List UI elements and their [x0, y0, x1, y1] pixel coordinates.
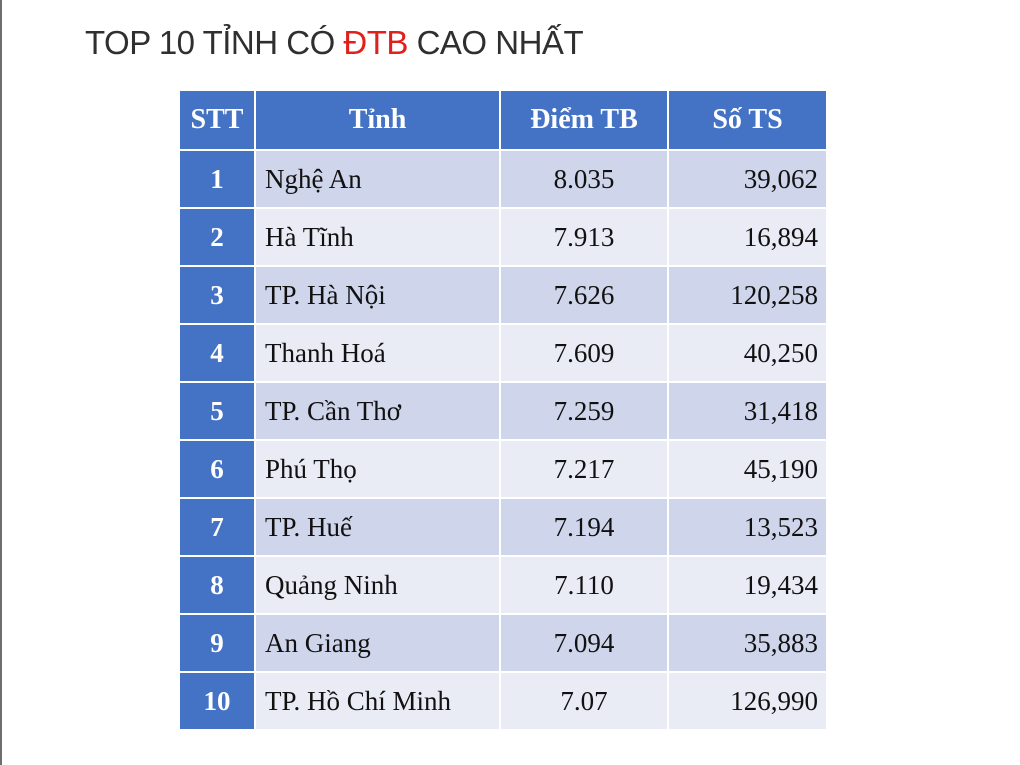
- cell-diem-tb: 7.194: [499, 497, 669, 557]
- table-row: 4 Thanh Hoá 7.609 40,250: [178, 323, 828, 383]
- table-row: 6 Phú Thọ 7.217 45,190: [178, 439, 828, 499]
- table-row: 3 TP. Hà Nội 7.626 120,258: [178, 265, 828, 325]
- cell-so-ts: 39,062: [667, 149, 828, 209]
- cell-tinh: Quảng Ninh: [254, 555, 501, 615]
- table-row: 1 Nghệ An 8.035 39,062: [178, 149, 828, 209]
- header-diem-tb: Điểm TB: [499, 89, 669, 151]
- table-row: 8 Quảng Ninh 7.110 19,434: [178, 555, 828, 615]
- cell-diem-tb: 7.609: [499, 323, 669, 383]
- cell-tinh: TP. Cần Thơ: [254, 381, 501, 441]
- cell-so-ts: 126,990: [667, 671, 828, 731]
- cell-diem-tb: 8.035: [499, 149, 669, 209]
- cell-so-ts: 40,250: [667, 323, 828, 383]
- cell-stt: 7: [178, 497, 256, 557]
- table-row: 2 Hà Tĩnh 7.913 16,894: [178, 207, 828, 267]
- cell-stt: 9: [178, 613, 256, 673]
- cell-so-ts: 13,523: [667, 497, 828, 557]
- cell-stt: 8: [178, 555, 256, 615]
- table-row: 7 TP. Huế 7.194 13,523: [178, 497, 828, 557]
- header-tinh: Tỉnh: [254, 89, 501, 151]
- cell-so-ts: 35,883: [667, 613, 828, 673]
- cell-diem-tb: 7.626: [499, 265, 669, 325]
- cell-stt: 5: [178, 381, 256, 441]
- cell-so-ts: 120,258: [667, 265, 828, 325]
- ranking-table: STT Tỉnh Điểm TB Số TS 1 Nghệ An 8.035 3…: [178, 89, 828, 731]
- cell-tinh: Phú Thọ: [254, 439, 501, 499]
- cell-tinh: Hà Tĩnh: [254, 207, 501, 267]
- title-part-2: CAO NHẤT: [407, 24, 584, 61]
- cell-diem-tb: 7.094: [499, 613, 669, 673]
- cell-tinh: TP. Hồ Chí Minh: [254, 671, 501, 731]
- cell-tinh: Thanh Hoá: [254, 323, 501, 383]
- table-body: 1 Nghệ An 8.035 39,062 2 Hà Tĩnh 7.913 1…: [178, 149, 828, 731]
- cell-tinh: TP. Hà Nội: [254, 265, 501, 325]
- cell-tinh: TP. Huế: [254, 497, 501, 557]
- slide-title: TOP 10 TỈNH CÓ ĐTB CAO NHẤT: [85, 24, 584, 62]
- cell-diem-tb: 7.217: [499, 439, 669, 499]
- table-header: STT Tỉnh Điểm TB Số TS: [178, 89, 828, 151]
- cell-so-ts: 16,894: [667, 207, 828, 267]
- cell-stt: 6: [178, 439, 256, 499]
- title-highlight: ĐTB: [343, 24, 408, 61]
- header-row: STT Tỉnh Điểm TB Số TS: [178, 89, 828, 151]
- cell-diem-tb: 7.07: [499, 671, 669, 731]
- table-row: 5 TP. Cần Thơ 7.259 31,418: [178, 381, 828, 441]
- cell-stt: 1: [178, 149, 256, 209]
- cell-diem-tb: 7.913: [499, 207, 669, 267]
- cell-stt: 3: [178, 265, 256, 325]
- cell-diem-tb: 7.259: [499, 381, 669, 441]
- table-row: 9 An Giang 7.094 35,883: [178, 613, 828, 673]
- header-stt: STT: [178, 89, 256, 151]
- cell-stt: 10: [178, 671, 256, 731]
- cell-so-ts: 31,418: [667, 381, 828, 441]
- cell-stt: 2: [178, 207, 256, 267]
- cell-tinh: An Giang: [254, 613, 501, 673]
- header-so-ts: Số TS: [667, 89, 828, 151]
- cell-so-ts: 45,190: [667, 439, 828, 499]
- cell-so-ts: 19,434: [667, 555, 828, 615]
- cell-diem-tb: 7.110: [499, 555, 669, 615]
- cell-stt: 4: [178, 323, 256, 383]
- cell-tinh: Nghệ An: [254, 149, 501, 209]
- table-row: 10 TP. Hồ Chí Minh 7.07 126,990: [178, 671, 828, 731]
- title-part-1: TOP 10 TỈNH CÓ: [85, 24, 344, 61]
